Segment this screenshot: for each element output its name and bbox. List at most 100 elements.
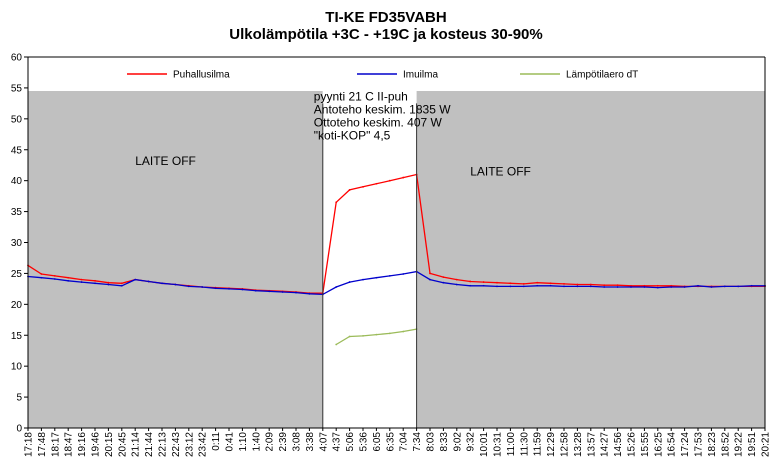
x-tick-label: 19:51 (747, 432, 758, 457)
x-tick-label: 3:08 (292, 432, 303, 452)
x-tick-label: 4:37 (332, 432, 343, 452)
data-point (147, 280, 150, 283)
x-tick-label: 20:45 (117, 432, 128, 457)
data-point (187, 285, 190, 288)
y-tick-label: 45 (11, 145, 23, 156)
y-tick-label: 35 (11, 207, 23, 218)
plot-background (28, 57, 765, 428)
data-point (522, 285, 525, 288)
data-point (362, 278, 364, 281)
data-point (402, 176, 405, 179)
data-point (630, 284, 632, 287)
x-tick-label: 18:23 (707, 432, 718, 457)
data-point (174, 283, 177, 286)
data-point (670, 286, 673, 288)
x-tick-label: 9:02 (452, 432, 463, 452)
background-region-0 (28, 91, 323, 428)
y-tick-label: 20 (11, 300, 23, 311)
data-point (335, 286, 338, 288)
data-point (737, 285, 740, 288)
x-tick-label: 17:48 (37, 432, 48, 457)
y-tick-label: 60 (11, 53, 23, 64)
series-lines (27, 173, 766, 346)
data-point (589, 283, 592, 286)
x-tick-label: 19:16 (77, 432, 88, 457)
y-tick-label: 40 (11, 176, 23, 187)
data-point (388, 332, 391, 335)
x-tick-label: 13:57 (586, 432, 597, 457)
data-point (576, 285, 579, 288)
chart-title: TI-KE FD35VABH Ulkolämpötila +3C - +19C … (0, 9, 772, 43)
y-tick-label: 25 (11, 269, 23, 280)
x-tick-label: 22:43 (171, 432, 182, 457)
y-tick-label: 30 (11, 238, 23, 249)
x-tick-label: 14:56 (613, 432, 624, 457)
data-point (603, 286, 606, 288)
legend-entry-1: Imuilma (403, 70, 438, 81)
data-point (94, 279, 96, 282)
data-point (750, 284, 753, 287)
data-point (656, 284, 659, 287)
x-tick-label: 5:06 (345, 432, 356, 452)
data-point (482, 284, 485, 287)
data-point (536, 284, 539, 287)
y-tick-label: 50 (11, 114, 23, 125)
x-tick-label: 14:27 (600, 432, 611, 457)
data-point (656, 286, 659, 289)
data-point (40, 276, 43, 279)
x-tick-label: 20:15 (104, 432, 115, 457)
data-point (616, 284, 619, 287)
data-point (375, 276, 378, 279)
x-tick-label: 21:44 (144, 432, 155, 457)
data-point (710, 286, 713, 288)
data-point (228, 287, 230, 290)
x-tick-label: 11:30 (519, 432, 530, 457)
data-point (214, 287, 217, 290)
data-point (549, 284, 552, 287)
x-tick-label: 12:29 (546, 432, 557, 457)
x-tick-label: 18:47 (64, 432, 75, 457)
x-tick-label: 19:22 (734, 432, 745, 457)
legend-entry-0: Puhallusilma (173, 70, 230, 81)
y-tick-label: 5 (16, 393, 22, 404)
data-point (53, 274, 56, 277)
x-tick-label: 16:54 (667, 432, 678, 457)
x-tick-label: 20:21 (761, 432, 772, 457)
x-tick-label: 5:36 (359, 432, 370, 452)
data-point (589, 285, 592, 288)
data-point (348, 335, 351, 338)
y-tick-label: 55 (11, 83, 23, 94)
data-point (429, 278, 431, 281)
x-tick-label: 15:26 (627, 432, 638, 457)
background-region-1 (322, 91, 417, 428)
data-point (429, 272, 431, 275)
data-point (80, 281, 83, 283)
data-point (616, 286, 619, 288)
x-tick-label: 9:32 (466, 432, 477, 452)
x-tick-label: 10:01 (479, 432, 490, 457)
data-point (241, 288, 244, 291)
annotation-1-line-0: LAITE OFF (135, 154, 196, 168)
data-point (643, 284, 646, 287)
x-tick-label: 0:41 (225, 432, 236, 452)
data-point (496, 285, 498, 288)
x-tick-label: 13:28 (573, 432, 584, 457)
x-tick-label: 17:24 (680, 432, 691, 457)
x-tick-label: 11:59 (533, 432, 544, 457)
data-point (723, 285, 726, 288)
x-tick-label: 18:52 (720, 432, 731, 457)
data-point (509, 282, 512, 285)
data-point (388, 179, 391, 182)
y-tick-label: 10 (11, 362, 23, 373)
x-tick-label: 15:55 (640, 432, 651, 457)
data-point (697, 284, 699, 287)
data-point (402, 273, 405, 275)
x-tick-label: 16:25 (653, 432, 664, 457)
annotation-0-line-0: pyynti 21 C II-puh (314, 89, 408, 103)
data-point (522, 283, 525, 285)
x-tick-label: 7:04 (399, 432, 410, 452)
series-line-1 (27, 270, 765, 296)
annotation-2-line-0: LAITE OFF (470, 165, 531, 179)
data-point (295, 291, 297, 294)
